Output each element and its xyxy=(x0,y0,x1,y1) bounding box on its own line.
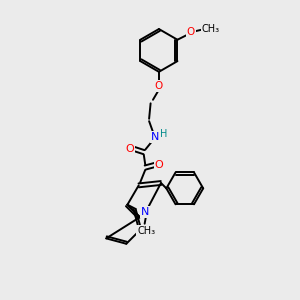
Text: O: O xyxy=(187,27,195,37)
Text: N: N xyxy=(151,132,159,142)
Text: O: O xyxy=(125,143,134,154)
Text: CH₃: CH₃ xyxy=(202,24,220,34)
Text: N: N xyxy=(141,207,150,217)
Text: O: O xyxy=(155,81,163,91)
Text: O: O xyxy=(155,160,164,170)
Text: CH₃: CH₃ xyxy=(137,226,155,236)
Text: H: H xyxy=(160,129,167,139)
